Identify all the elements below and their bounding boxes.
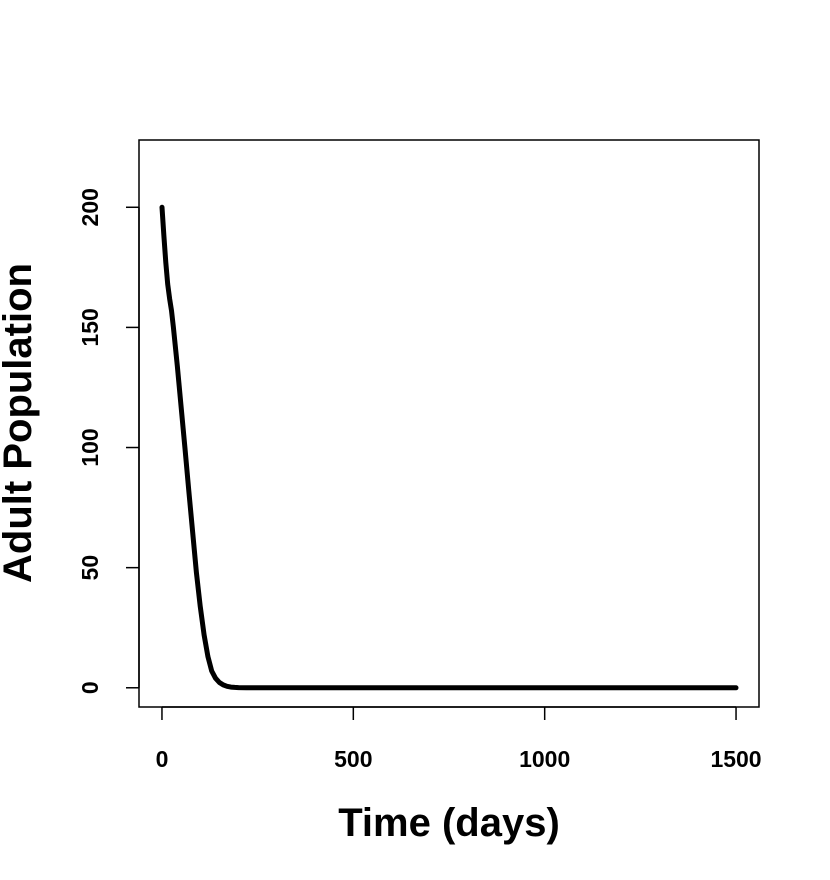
series-layer	[159, 204, 739, 691]
y-tick-label: 50	[77, 555, 103, 581]
y-tick-label: 200	[77, 188, 103, 226]
y-tick-label: 100	[77, 428, 103, 466]
x-axis: 0 500 1000 1500	[156, 706, 762, 772]
x-tick-label: 500	[334, 746, 372, 772]
series-line	[159, 204, 739, 691]
x-tick-label: 0	[156, 746, 169, 772]
x-tick-label: 1500	[710, 746, 761, 772]
plot-frame	[138, 139, 760, 708]
y-tick-label: 0	[77, 681, 103, 694]
y-tick-label: 150	[77, 308, 103, 346]
y-axis: 0 50 100 150 200	[77, 188, 140, 694]
x-tick-label: 1000	[519, 746, 570, 772]
x-axis-title: Time (days)	[338, 801, 560, 845]
y-axis-title: Adult Population	[0, 263, 40, 583]
